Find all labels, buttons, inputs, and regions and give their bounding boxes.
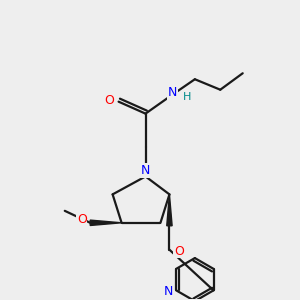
Text: N: N bbox=[168, 86, 177, 99]
Polygon shape bbox=[167, 194, 172, 226]
Text: O: O bbox=[174, 245, 184, 258]
Text: O: O bbox=[77, 213, 87, 226]
Text: H: H bbox=[183, 92, 192, 102]
Text: N: N bbox=[141, 164, 150, 177]
Polygon shape bbox=[90, 220, 122, 226]
Text: N: N bbox=[164, 285, 173, 298]
Text: O: O bbox=[105, 94, 115, 107]
